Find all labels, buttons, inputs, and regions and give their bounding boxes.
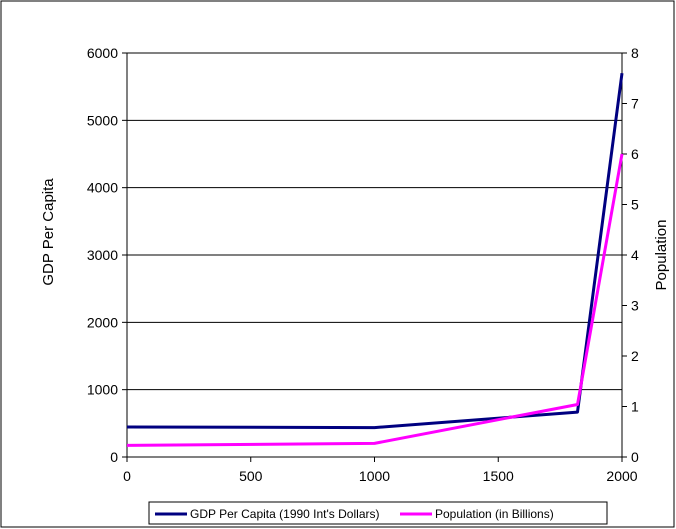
- x-tick-label: 500: [239, 468, 263, 484]
- y2-tick-label: 1: [631, 399, 639, 415]
- axis-ticks: 0 1000 2000 3000 4000 5000 6000 0 1 2 3 4 5 6 7 8 0 500 10…: [87, 45, 639, 484]
- y-axis-title: GDP Per Capita: [40, 178, 57, 286]
- y2-tick-label: 0: [631, 449, 639, 465]
- legend: GDP Per Capita (1990 Int's Dollars) Popu…: [148, 501, 608, 525]
- series-lines: [126, 73, 624, 447]
- y-tick-label: 6000: [87, 45, 118, 61]
- y2-tick-label: 8: [631, 45, 639, 61]
- y2-tick-label: 7: [631, 96, 639, 112]
- y2-axis-title: Population: [653, 220, 670, 291]
- gridlines: [127, 119, 622, 391]
- y-tick-label: 3000: [87, 247, 118, 263]
- y-tick-label: 4000: [87, 180, 118, 196]
- y-tick-label: 1000: [87, 382, 118, 398]
- legend-box: [148, 501, 608, 525]
- y2-tick-label: 6: [631, 146, 639, 162]
- legend-label-gdp: GDP Per Capita (1990 Int's Dollars): [190, 507, 379, 521]
- y2-tick-label: 4: [631, 247, 639, 263]
- y2-tick-label: 2: [631, 348, 639, 364]
- legend-label-population: Population (in Billions): [435, 507, 554, 521]
- x-tick-label: 1500: [483, 468, 514, 484]
- y-tick-label: 2000: [87, 314, 118, 330]
- series-line-population: [126, 153, 624, 447]
- x-tick-label: 1000: [359, 468, 390, 484]
- series-line-gdp: [126, 73, 624, 430]
- y-tick-label: 0: [110, 449, 118, 465]
- x-tick-label: 2000: [606, 468, 637, 484]
- y2-tick-label: 5: [631, 197, 639, 213]
- x-tick-label: 0: [123, 468, 131, 484]
- y2-tick-label: 3: [631, 298, 639, 314]
- y-tick-label: 5000: [87, 112, 118, 128]
